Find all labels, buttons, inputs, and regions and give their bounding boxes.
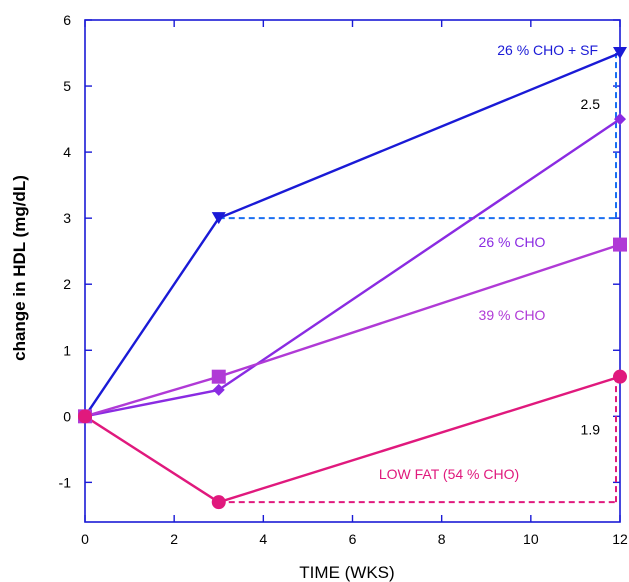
y-tick-label: 0 xyxy=(63,408,71,424)
x-tick-label: 10 xyxy=(523,531,539,547)
data-point-diamond xyxy=(212,383,225,396)
x-axis-title: TIME (WKS) xyxy=(299,563,394,582)
data-point-diamond xyxy=(614,113,626,126)
y-axis-title: change in HDL (mg/dL) xyxy=(10,175,29,361)
x-tick-label: 8 xyxy=(438,531,446,547)
data-point-square xyxy=(613,237,627,252)
series-line xyxy=(84,375,621,504)
difference-label: 1.9 xyxy=(581,422,601,438)
data-point-circle xyxy=(211,495,226,510)
data-point-circle xyxy=(78,409,92,424)
annotations-layer: 2.5 1.9 xyxy=(218,53,617,504)
series-line xyxy=(84,243,621,418)
y-tick-label: 6 xyxy=(63,12,71,28)
series-layer xyxy=(84,51,621,504)
y-tick-label: 5 xyxy=(63,78,71,94)
y-tick-label: 4 xyxy=(63,144,71,160)
data-point-triangle xyxy=(211,212,226,225)
y-tick-label: 3 xyxy=(63,210,71,226)
labels-layer: 26 % CHO + SF 26 % CHO 39 % CHO LOW FAT (54… xyxy=(379,42,598,482)
series-label: LOW FAT (54 % CHO) xyxy=(379,466,519,482)
y-tick-label: 2 xyxy=(63,276,71,292)
data-point-triangle xyxy=(613,47,627,60)
x-tick-label: 6 xyxy=(349,531,357,547)
series-label: 39 % CHO xyxy=(479,307,546,323)
series-label: 26 % CHO xyxy=(479,234,546,250)
data-point-circle xyxy=(613,369,627,384)
data-point-square xyxy=(211,369,226,384)
x-tick-label: 4 xyxy=(259,531,267,547)
y-tick-label: -1 xyxy=(59,474,72,490)
x-tick-label: 12 xyxy=(612,531,628,547)
x-tick-label: 0 xyxy=(81,531,89,547)
x-tick-label: 2 xyxy=(170,531,178,547)
series-label: 26 % CHO + SF xyxy=(497,42,598,58)
y-tick-label: 1 xyxy=(63,342,71,358)
difference-label: 2.5 xyxy=(581,96,601,112)
markers-layer xyxy=(78,47,627,510)
